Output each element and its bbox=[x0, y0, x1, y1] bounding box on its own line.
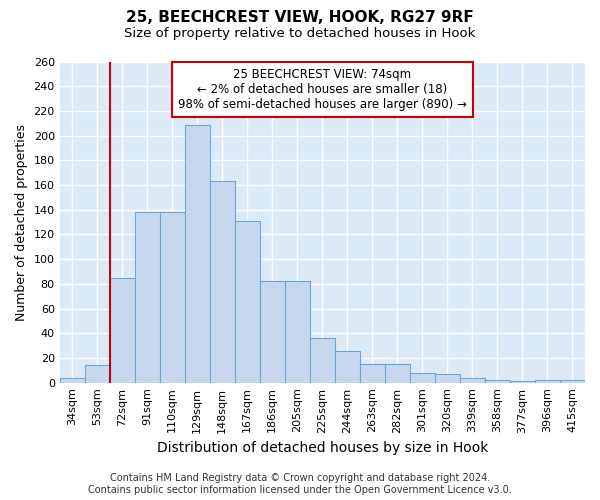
Bar bbox=[435, 374, 460, 382]
Bar bbox=[135, 212, 160, 382]
Bar bbox=[110, 278, 135, 382]
Bar bbox=[210, 182, 235, 382]
Bar bbox=[310, 338, 335, 382]
Bar bbox=[85, 366, 110, 382]
Bar bbox=[385, 364, 410, 382]
Text: Size of property relative to detached houses in Hook: Size of property relative to detached ho… bbox=[124, 28, 476, 40]
Text: Contains HM Land Registry data © Crown copyright and database right 2024.
Contai: Contains HM Land Registry data © Crown c… bbox=[88, 474, 512, 495]
Bar bbox=[285, 282, 310, 382]
Bar bbox=[560, 380, 585, 382]
Bar bbox=[335, 350, 360, 382]
Text: 25, BEECHCREST VIEW, HOOK, RG27 9RF: 25, BEECHCREST VIEW, HOOK, RG27 9RF bbox=[126, 10, 474, 25]
X-axis label: Distribution of detached houses by size in Hook: Distribution of detached houses by size … bbox=[157, 441, 488, 455]
Bar bbox=[235, 221, 260, 382]
Bar bbox=[185, 124, 210, 382]
Bar bbox=[460, 378, 485, 382]
Bar bbox=[535, 380, 560, 382]
Bar bbox=[260, 282, 285, 382]
Y-axis label: Number of detached properties: Number of detached properties bbox=[15, 124, 28, 320]
Bar bbox=[59, 378, 85, 382]
Bar bbox=[360, 364, 385, 382]
Bar bbox=[410, 373, 435, 382]
Bar bbox=[485, 380, 510, 382]
Text: 25 BEECHCREST VIEW: 74sqm
← 2% of detached houses are smaller (18)
98% of semi-d: 25 BEECHCREST VIEW: 74sqm ← 2% of detach… bbox=[178, 68, 467, 111]
Bar bbox=[160, 212, 185, 382]
